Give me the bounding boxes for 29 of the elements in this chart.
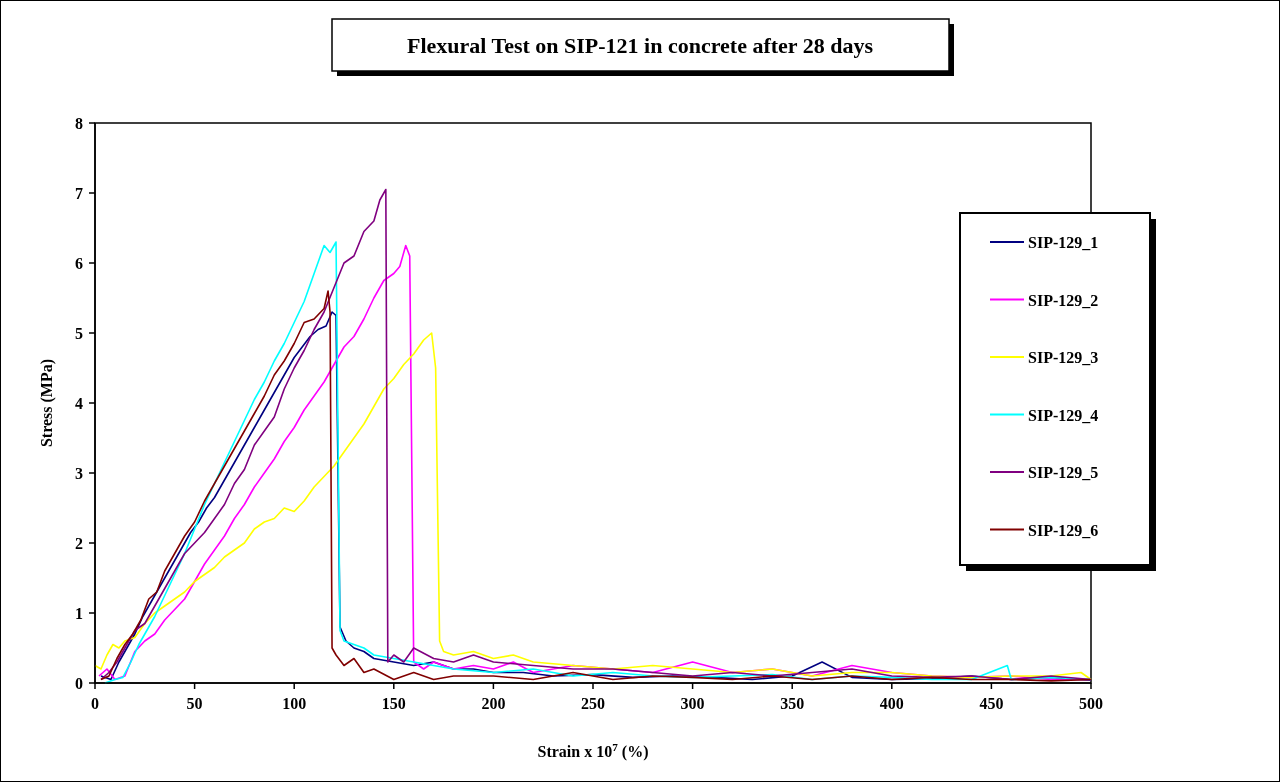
chart-title: Flexural Test on SIP-121 in concrete after 28 days bbox=[406, 33, 874, 58]
x-tick-label: 500 bbox=[1079, 695, 1103, 712]
y-tick-label: 6 bbox=[75, 255, 83, 272]
x-tick-label: 450 bbox=[979, 695, 1004, 712]
y-tick-label: 2 bbox=[75, 535, 83, 552]
x-tick-label: 400 bbox=[879, 695, 904, 712]
x-axis-title: Strain x 10$^{7}$ (%) bbox=[537, 741, 649, 761]
x-tick-label: 250 bbox=[581, 695, 605, 712]
x-tick-label: 50 bbox=[186, 695, 203, 712]
x-tick-label: 200 bbox=[481, 695, 506, 712]
legend-label: SIP-129_5 bbox=[1028, 464, 1099, 481]
legend-label: SIP-129_1 bbox=[1028, 234, 1099, 251]
legend-label: SIP-129_3 bbox=[1028, 349, 1099, 366]
x-tick-label: 300 bbox=[680, 695, 705, 712]
y-tick-label: 5 bbox=[75, 325, 83, 342]
x-tick-label: 0 bbox=[91, 695, 99, 712]
x-tick-label: 150 bbox=[381, 695, 406, 712]
x-tick-label: 100 bbox=[282, 695, 307, 712]
y-tick-label: 0 bbox=[75, 675, 83, 692]
legend-label: SIP-129_4 bbox=[1028, 406, 1099, 424]
y-axis-title: Stress (MPa) bbox=[38, 358, 56, 448]
y-tick-label: 1 bbox=[75, 605, 83, 622]
y-tick-label: 8 bbox=[75, 115, 83, 132]
y-tick-label: 7 bbox=[75, 185, 83, 202]
y-tick-label: 3 bbox=[75, 465, 83, 482]
legend-label: SIP-129_6 bbox=[1028, 521, 1099, 539]
x-tick-label: 350 bbox=[780, 695, 805, 712]
y-tick-label: 4 bbox=[75, 395, 83, 412]
legend-label: SIP-129_2 bbox=[1028, 291, 1099, 309]
